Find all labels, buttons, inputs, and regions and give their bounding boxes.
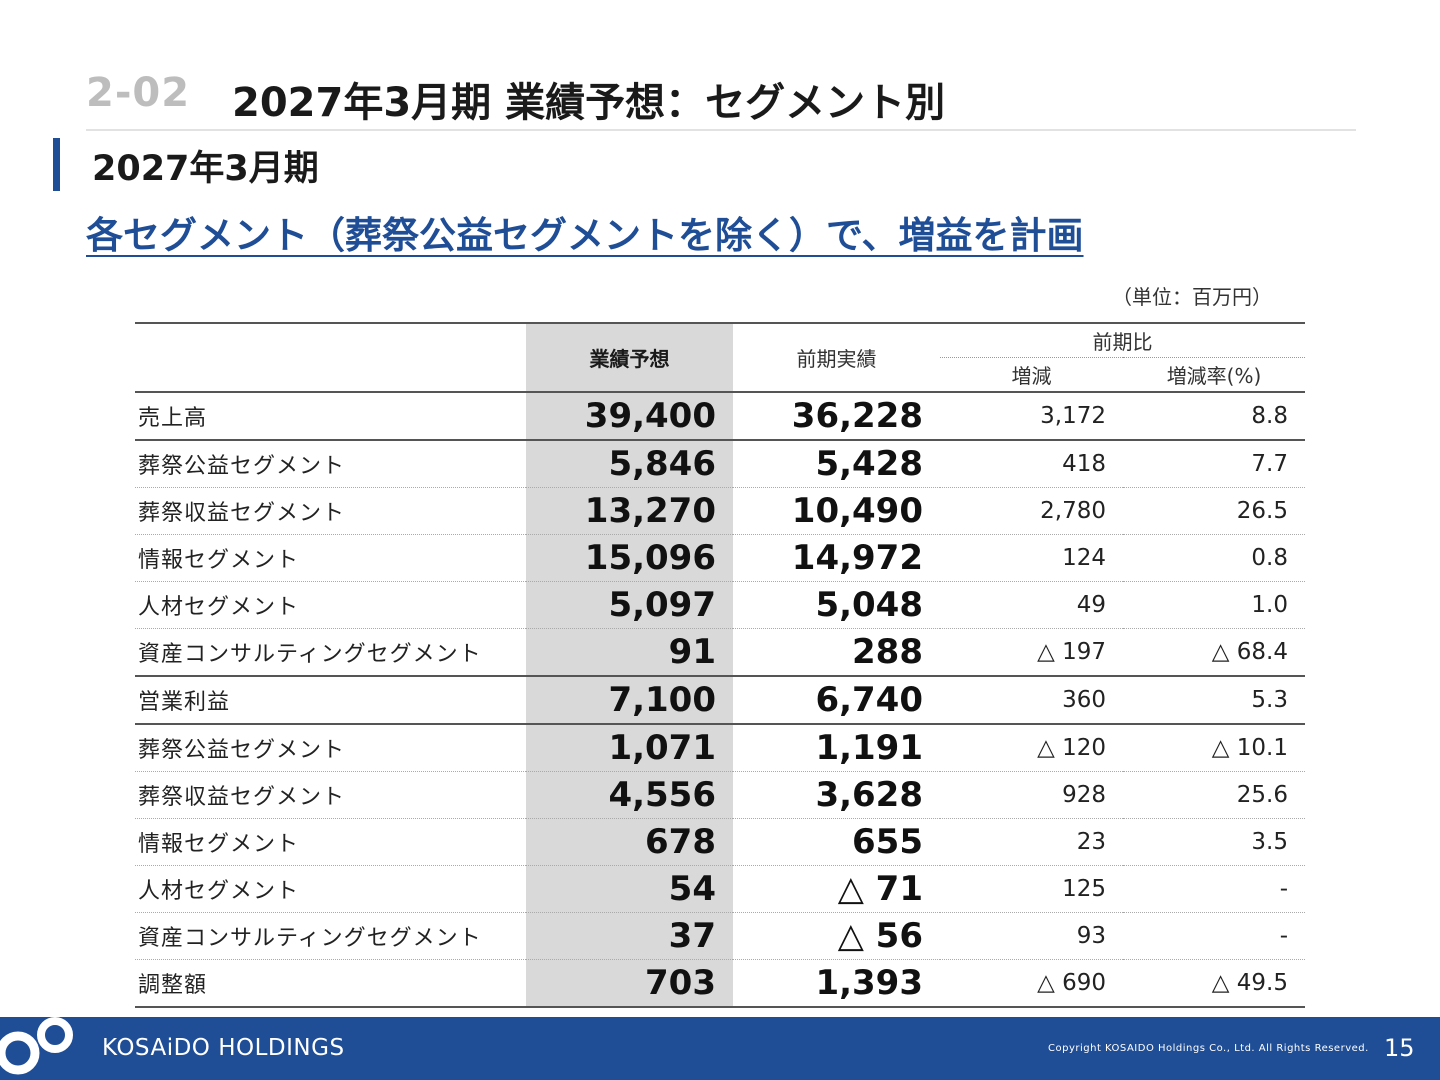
previous-value: △ 56: [733, 912, 940, 960]
previous-value: 288: [733, 628, 940, 677]
headline-message: 各セグメント（葬祭公益セグメントを除く）で、増益を計画: [86, 214, 1084, 257]
table-row: 資産コンサルティングセグメント 91 288 △ 197 △ 68.4: [135, 628, 1305, 677]
subtitle-accent-bar: [53, 138, 60, 191]
forecast-value: 54: [526, 865, 733, 913]
forecast-value: 15,096: [526, 534, 733, 582]
diff-value: 124: [940, 534, 1123, 582]
rate-value: △ 10.1: [1123, 724, 1305, 772]
forecast-value: 1,071: [526, 724, 733, 772]
table-row: 売上高 39,400 36,228 3,172 8.8: [135, 392, 1305, 441]
diff-value: 125: [940, 865, 1123, 913]
table-subheader-row: 増減 増減率(%): [135, 357, 1305, 393]
rate-value: -: [1123, 912, 1305, 960]
row-label: 情報セグメント: [135, 534, 526, 582]
rate-value: 26.5: [1123, 487, 1305, 535]
rate-value: 1.0: [1123, 581, 1305, 629]
table-row: 人材セグメント 5,097 5,048 49 1.0: [135, 581, 1305, 629]
row-label: 葬祭公益セグメント: [135, 440, 526, 488]
rate-value: △ 49.5: [1123, 959, 1305, 1008]
rate-value: 7.7: [1123, 440, 1305, 488]
kosaido-logo-icon: [0, 1017, 73, 1075]
diff-value: 928: [940, 771, 1123, 819]
section-number: 2-02: [86, 70, 191, 116]
forecast-value: 703: [526, 959, 733, 1008]
row-label: 人材セグメント: [135, 865, 526, 913]
row-label: 資産コンサルティングセグメント: [135, 912, 526, 960]
header-comparison: 前期比: [940, 322, 1305, 358]
forecast-value: 678: [526, 818, 733, 866]
rate-value: 25.6: [1123, 771, 1305, 819]
forecast-value: 5,846: [526, 440, 733, 488]
row-label: 情報セグメント: [135, 818, 526, 866]
diff-value: △ 197: [940, 628, 1123, 677]
row-label: 営業利益: [135, 676, 526, 725]
row-label: 葬祭収益セグメント: [135, 487, 526, 535]
table-row: 人材セグメント 54 △ 71 125 -: [135, 865, 1305, 913]
table-row: 葬祭収益セグメント 13,270 10,490 2,780 26.5: [135, 487, 1305, 535]
header-blank: [135, 322, 526, 393]
table-row: 葬祭公益セグメント 5,846 5,428 418 7.7: [135, 440, 1305, 488]
row-label: 調整額: [135, 959, 526, 1008]
page-number: 15: [1384, 1034, 1415, 1062]
rate-value: 5.3: [1123, 676, 1305, 725]
diff-value: 360: [940, 676, 1123, 725]
previous-value: 655: [733, 818, 940, 866]
table-row: 調整額 703 1,393 △ 690 △ 49.5: [135, 959, 1305, 1008]
forecast-value: 5,097: [526, 581, 733, 629]
diff-value: 93: [940, 912, 1123, 960]
rate-value: 8.8: [1123, 392, 1305, 441]
header-forecast: 業績予想: [526, 322, 733, 393]
forecast-value: 13,270: [526, 487, 733, 535]
table-row: 情報セグメント 15,096 14,972 124 0.8: [135, 534, 1305, 582]
page-title: 2027年3月期 業績予想：セグメント別: [232, 80, 946, 126]
forecast-value: 39,400: [526, 392, 733, 441]
diff-value: 418: [940, 440, 1123, 488]
previous-value: 14,972: [733, 534, 940, 582]
diff-value: 3,172: [940, 392, 1123, 441]
diff-value: 49: [940, 581, 1123, 629]
header-previous: 前期実績: [733, 322, 940, 393]
previous-value: 1,393: [733, 959, 940, 1008]
rate-value: 0.8: [1123, 534, 1305, 582]
previous-value: 3,628: [733, 771, 940, 819]
copyright-text: Copyright KOSAIDO Holdings Co., Ltd. All…: [1048, 1043, 1369, 1054]
subtitle: 2027年3月期: [92, 149, 319, 189]
rate-value: △ 68.4: [1123, 628, 1305, 677]
previous-value: 1,191: [733, 724, 940, 772]
row-label: 葬祭収益セグメント: [135, 771, 526, 819]
diff-value: 23: [940, 818, 1123, 866]
previous-value: 5,428: [733, 440, 940, 488]
forecast-value: 37: [526, 912, 733, 960]
table-row: 葬祭収益セグメント 4,556 3,628 928 25.6: [135, 771, 1305, 819]
forecast-value: 7,100: [526, 676, 733, 725]
table-row: 葬祭公益セグメント 1,071 1,191 △ 120 △ 10.1: [135, 724, 1305, 772]
forecast-value: 4,556: [526, 771, 733, 819]
previous-value: 6,740: [733, 676, 940, 725]
previous-value: △ 71: [733, 865, 940, 913]
table-header-row: 業績予想 前期実績 前期比: [135, 322, 1305, 393]
rate-value: 3.5: [1123, 818, 1305, 866]
title-divider: [86, 129, 1356, 131]
table-row: 営業利益 7,100 6,740 360 5.3: [135, 676, 1305, 725]
table-row: 情報セグメント 678 655 23 3.5: [135, 818, 1305, 866]
diff-value: 2,780: [940, 487, 1123, 535]
header-diff: 増減: [940, 357, 1123, 393]
rate-value: -: [1123, 865, 1305, 913]
header-rate: 増減率(%): [1123, 357, 1305, 393]
row-label: 葬祭公益セグメント: [135, 724, 526, 772]
row-label: 人材セグメント: [135, 581, 526, 629]
brand-name: KOSAiDO HOLDINGS: [102, 1035, 345, 1061]
previous-value: 10,490: [733, 487, 940, 535]
previous-value: 36,228: [733, 392, 940, 441]
table-row: 資産コンサルティングセグメント 37 △ 56 93 -: [135, 912, 1305, 960]
unit-note: （単位：百万円）: [1112, 285, 1272, 309]
row-label: 資産コンサルティングセグメント: [135, 628, 526, 677]
diff-value: △ 690: [940, 959, 1123, 1008]
footer-bar: KOSAiDO HOLDINGS Copyright KOSAIDO Holdi…: [0, 1017, 1440, 1080]
forecast-value: 91: [526, 628, 733, 677]
diff-value: △ 120: [940, 724, 1123, 772]
previous-value: 5,048: [733, 581, 940, 629]
forecast-table: 業績予想 前期実績 前期比 増減 増減率(%) 売上高 39,400 36,22…: [135, 322, 1305, 1008]
row-label: 売上高: [135, 392, 526, 441]
